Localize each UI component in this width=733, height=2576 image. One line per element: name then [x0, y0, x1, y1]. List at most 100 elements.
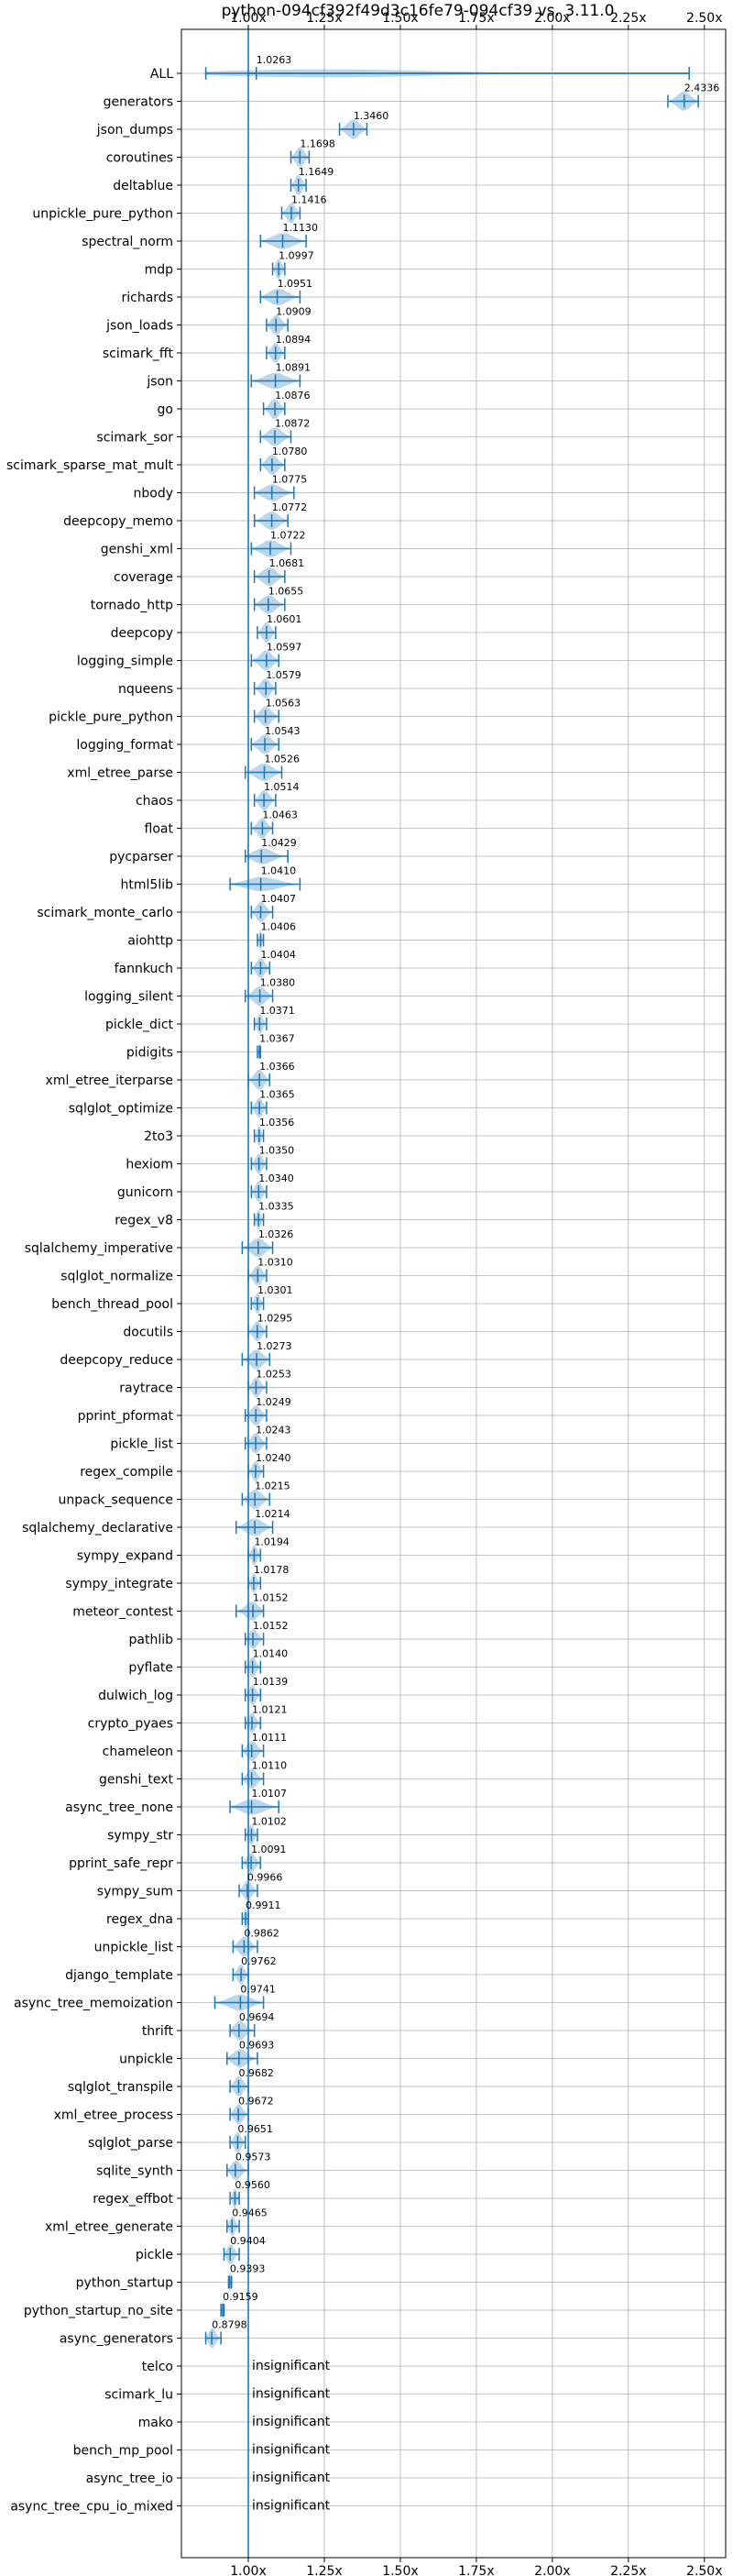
reference-line — [247, 29, 690, 2558]
x-tick-label-top: 1.25x — [306, 11, 342, 26]
benchmark-label: coroutines — [106, 151, 173, 166]
violin-python_startup_no_site — [220, 2300, 225, 2320]
value-label: 1.0909 — [276, 306, 312, 318]
x-tick-label-top: 2.25x — [610, 11, 646, 26]
benchmark-label: sqlalchemy_imperative — [25, 1241, 173, 1256]
violin-sympy_expand — [247, 1545, 262, 1566]
benchmark-label: bench_mp_pool — [73, 2444, 173, 2459]
value-label: 1.0404 — [260, 949, 296, 961]
value-label: 1.0335 — [258, 1201, 294, 1213]
violin-aiohttp — [257, 930, 265, 951]
benchmark-label: unpickle — [119, 2053, 173, 2067]
violin-sqlglot_optimize — [250, 1097, 268, 1118]
violin-regex_dna — [241, 1909, 249, 1929]
violin-deepcopy_memo — [253, 512, 289, 530]
value-label: 0.9693 — [239, 2040, 275, 2052]
x-tick-label-bottom: 2.25x — [610, 2564, 646, 2576]
benchmark-label: sqlglot_parse — [88, 2136, 173, 2151]
benchmark-label: pathlib — [129, 1633, 174, 1647]
violin-go — [262, 399, 286, 419]
benchmark-label: sqlite_synth — [96, 2164, 173, 2179]
violin-regex_compile — [247, 1461, 265, 1481]
value-label: 1.0872 — [275, 418, 311, 430]
value-label: 0.9573 — [235, 2152, 271, 2163]
violin-unpickle_list — [232, 1936, 258, 1957]
violin-spectral_norm — [259, 233, 307, 249]
benchmark-label: sqlalchemy_declarative — [22, 1521, 173, 1536]
insignificant-label: insignificant — [252, 2387, 331, 2402]
violin-scimark_sor — [259, 427, 292, 446]
benchmark-label: fannkuch — [115, 962, 173, 976]
benchmark-label: async_tree_io — [86, 2471, 173, 2486]
value-label: 1.0514 — [264, 781, 300, 793]
value-label: 1.0772 — [272, 501, 308, 513]
plot-frame — [181, 28, 727, 2559]
value-label: 1.0371 — [259, 1005, 295, 1017]
value-label: 1.1649 — [299, 166, 334, 178]
value-label: 1.3460 — [354, 110, 389, 122]
benchmark-label: chaos — [136, 794, 173, 809]
benchmark-label: hexiom — [126, 1158, 173, 1172]
benchmark-label: pidigits — [126, 1046, 173, 1061]
value-label: 1.0597 — [267, 642, 302, 654]
benchmark-label: python_startup_no_site — [24, 2304, 173, 2318]
value-label: 1.0310 — [257, 1257, 293, 1269]
value-label: 1.0406 — [260, 921, 296, 933]
violin-regex_v8 — [253, 1209, 265, 1230]
benchmark-label: html5lib — [121, 878, 174, 893]
value-label: 1.0722 — [270, 530, 306, 542]
value-label: 0.9672 — [238, 2096, 274, 2108]
violin-richards — [259, 288, 301, 306]
violin-sqlglot_normalize — [247, 1265, 268, 1286]
x-tick-label-bottom: 2.00x — [534, 2564, 570, 2576]
value-label: 1.0380 — [260, 977, 296, 989]
value-label: 1.0273 — [257, 1340, 292, 1352]
benchmark-label: scimark_monte_carlo — [37, 906, 173, 920]
violin-logging_format — [250, 734, 279, 754]
value-label: 1.0543 — [265, 725, 301, 737]
value-label: 0.9682 — [238, 2067, 274, 2079]
benchmark-label: sympy_sum — [97, 1885, 173, 1899]
benchmark-label: nbody — [134, 487, 174, 501]
benchmark-label: mako — [138, 2416, 173, 2430]
benchmark-label: regex_compile — [80, 1465, 173, 1480]
benchmark-label: deepcopy — [111, 626, 173, 641]
x-tick-label-bottom: 1.50x — [382, 2564, 418, 2576]
violin-unpickle — [226, 2049, 258, 2068]
value-label: 1.0356 — [259, 1117, 295, 1128]
violin-genshi_xml — [250, 540, 292, 557]
benchmark-label: pickle — [136, 2248, 173, 2262]
benchmark-label: django_template — [65, 1968, 173, 1983]
value-label: 1.0301 — [257, 1284, 293, 1296]
value-label: 2.4336 — [684, 83, 720, 94]
value-label: 1.0253 — [256, 1369, 291, 1381]
violin-sqlite_synth — [226, 2160, 249, 2181]
violin-async_generators — [204, 2328, 222, 2349]
benchmark-label: gunicorn — [117, 1185, 173, 1200]
value-label: 0.9465 — [232, 2207, 268, 2219]
x-tick-label-bottom: 1.25x — [306, 2564, 342, 2576]
value-label: 1.0111 — [252, 1732, 288, 1744]
value-label: 0.9911 — [246, 1899, 281, 1911]
benchmark-label: sqlglot_transpile — [68, 2080, 173, 2095]
violin-coroutines — [290, 147, 311, 168]
value-label: 1.0429 — [261, 837, 297, 849]
violin-pyflate — [244, 1657, 262, 1678]
benchmark-label: unpickle_pure_python — [32, 207, 173, 222]
benchmark-label: pickle_dict — [105, 1018, 174, 1032]
benchmark-label: pprint_pformat — [78, 1409, 174, 1424]
violin-json — [250, 372, 301, 390]
value-label: 1.0876 — [275, 390, 311, 402]
value-label: 0.9762 — [241, 1955, 277, 1967]
benchmark-label: unpickle_list — [94, 1941, 174, 1955]
value-label: 1.0601 — [267, 613, 302, 625]
benchmark-label: go — [158, 402, 173, 417]
chart-title: python-094cf392f49d3c16fe79-094cf39 vs. … — [222, 2, 615, 20]
violin-generators — [667, 92, 699, 111]
value-label: 1.0891 — [276, 362, 312, 374]
violin-scimark_fft — [266, 343, 286, 363]
value-label: 1.0249 — [256, 1396, 291, 1408]
value-label: 1.0951 — [278, 278, 313, 290]
benchmark-label: spectral_norm — [82, 235, 173, 249]
value-label: 1.0107 — [252, 1788, 288, 1800]
